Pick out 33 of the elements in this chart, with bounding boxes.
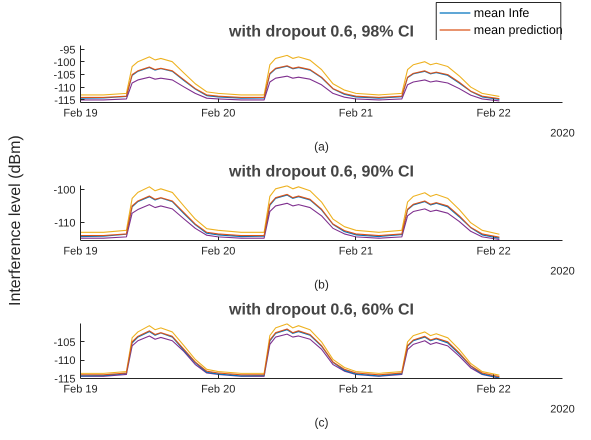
- y-tick-label: -105: [53, 336, 76, 349]
- x-tick-label: Feb 22: [476, 384, 511, 396]
- y-tick-label: -115: [54, 94, 76, 107]
- text: 2020: [550, 128, 575, 140]
- y-tick-label: -100: [53, 184, 76, 196]
- chart-title: with dropout 0.6, 90% CI: [228, 164, 414, 180]
- x-tick-label: Feb 22: [476, 108, 511, 120]
- x-tick-label: Feb 19: [63, 384, 98, 396]
- text: (c): [314, 416, 329, 430]
- y-axis-title: Interference level (dBm): [6, 136, 25, 306]
- y-tick-label: -100: [53, 56, 76, 69]
- x-tick-label: Feb 21: [338, 246, 374, 258]
- x-tick-label: Feb 22: [476, 246, 511, 258]
- chart-title: with dropout 0.6, 98% CI: [228, 24, 414, 40]
- legend-label: mean Infe: [474, 6, 530, 20]
- y-tick-label: -95: [60, 44, 76, 56]
- y-tick-label: -110: [54, 355, 76, 368]
- x-tick-label: Feb 21: [338, 384, 374, 396]
- x-tick-label: Feb 21: [338, 108, 374, 120]
- y-tick-label: -115: [54, 374, 76, 386]
- y-tick-label: -110: [54, 82, 76, 94]
- x-tick-label: Feb 20: [201, 246, 236, 258]
- y-tick-label: -110: [54, 217, 76, 230]
- x-tick-label: Feb 19: [63, 246, 98, 258]
- x-tick-label: Feb 20: [201, 384, 236, 396]
- y-tick-label: -105: [53, 70, 76, 82]
- chart-title: with dropout 0.6, 60% CI: [228, 302, 414, 318]
- text: (b): [314, 278, 329, 292]
- x-tick-label: Feb 20: [201, 108, 236, 120]
- text: 2020: [550, 404, 575, 416]
- x-tick-label: Feb 19: [63, 108, 98, 120]
- text: (a): [314, 140, 329, 154]
- text: 2020: [550, 266, 575, 278]
